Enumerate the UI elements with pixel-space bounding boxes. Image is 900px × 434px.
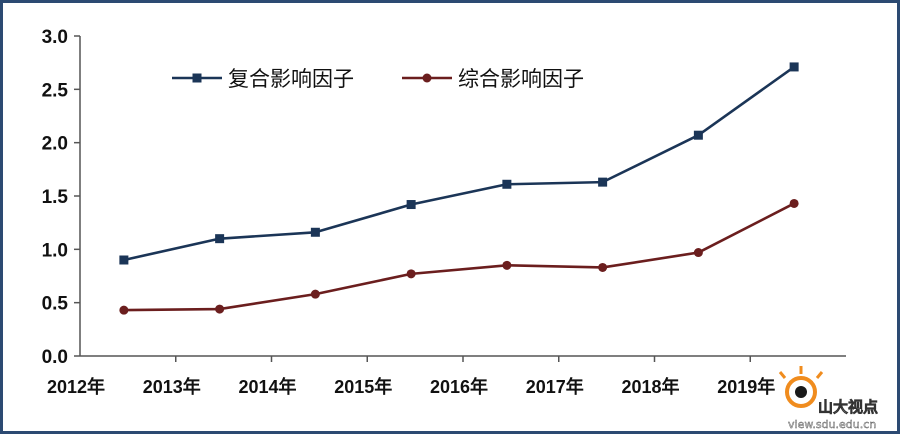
- data-point: [310, 227, 320, 237]
- legend-marker-comprehensive: [422, 73, 432, 83]
- data-point: [693, 130, 703, 140]
- legend-label-comprehensive: 综合影响因子: [458, 68, 584, 91]
- data-point: [789, 198, 799, 208]
- x-tick-label: 2014年: [238, 376, 296, 397]
- y-tick-labels: 0.0 0.5 1.0 1.5 2.0 2.5 3.0: [42, 27, 69, 368]
- series-line-1: [123, 65, 795, 262]
- data-point: [502, 260, 512, 270]
- y-tick-label: 0.5: [42, 294, 69, 315]
- data-point: [502, 179, 512, 189]
- x-tick-label: 2012年: [47, 376, 105, 397]
- watermark-logo-text: 山大视点: [818, 398, 878, 416]
- watermark-url: view.sdu.edu.cn: [788, 418, 876, 431]
- data-point: [693, 248, 703, 258]
- y-tick-label: 1.0: [42, 240, 68, 261]
- data-point: [215, 304, 225, 314]
- data-point: [215, 234, 225, 244]
- data-point: [406, 269, 416, 279]
- y-tick-label: 1.5: [42, 187, 69, 208]
- series-group: [119, 62, 799, 315]
- data-point: [119, 305, 129, 315]
- data-point: [119, 255, 129, 265]
- watermark: 山大视点 view.sdu.edu.cn: [778, 366, 878, 431]
- y-tick-label: 2.0: [42, 134, 68, 155]
- x-tick-label: 2013年: [143, 376, 201, 397]
- legend-label-composite: 复合影响因子: [228, 68, 354, 91]
- y-tick-label: 0.0: [42, 347, 68, 368]
- x-tick-label: 2017年: [526, 376, 584, 397]
- eye-logo-icon: [778, 366, 824, 408]
- series-line-2: [123, 202, 795, 312]
- axes: [74, 35, 846, 362]
- legend-marker-composite: [192, 73, 202, 83]
- x-tick-label: 2019年: [717, 376, 775, 397]
- data-point: [598, 177, 608, 187]
- x-tick-label: 2018年: [621, 376, 679, 397]
- x-tick-labels: 2012年 2013年 2014年 2015年 2016年 2017年 2018年 2019年: [47, 376, 775, 397]
- data-point: [406, 200, 416, 210]
- data-point: [789, 62, 799, 72]
- data-point: [310, 289, 320, 299]
- legend: 复合影响因子 综合影响因子: [172, 68, 584, 91]
- x-tick-label: 2015年: [334, 376, 392, 397]
- y-tick-label: 2.5: [42, 80, 69, 101]
- data-point: [598, 262, 608, 272]
- x-tick-label: 2016年: [430, 376, 488, 397]
- y-tick-label: 3.0: [42, 27, 68, 48]
